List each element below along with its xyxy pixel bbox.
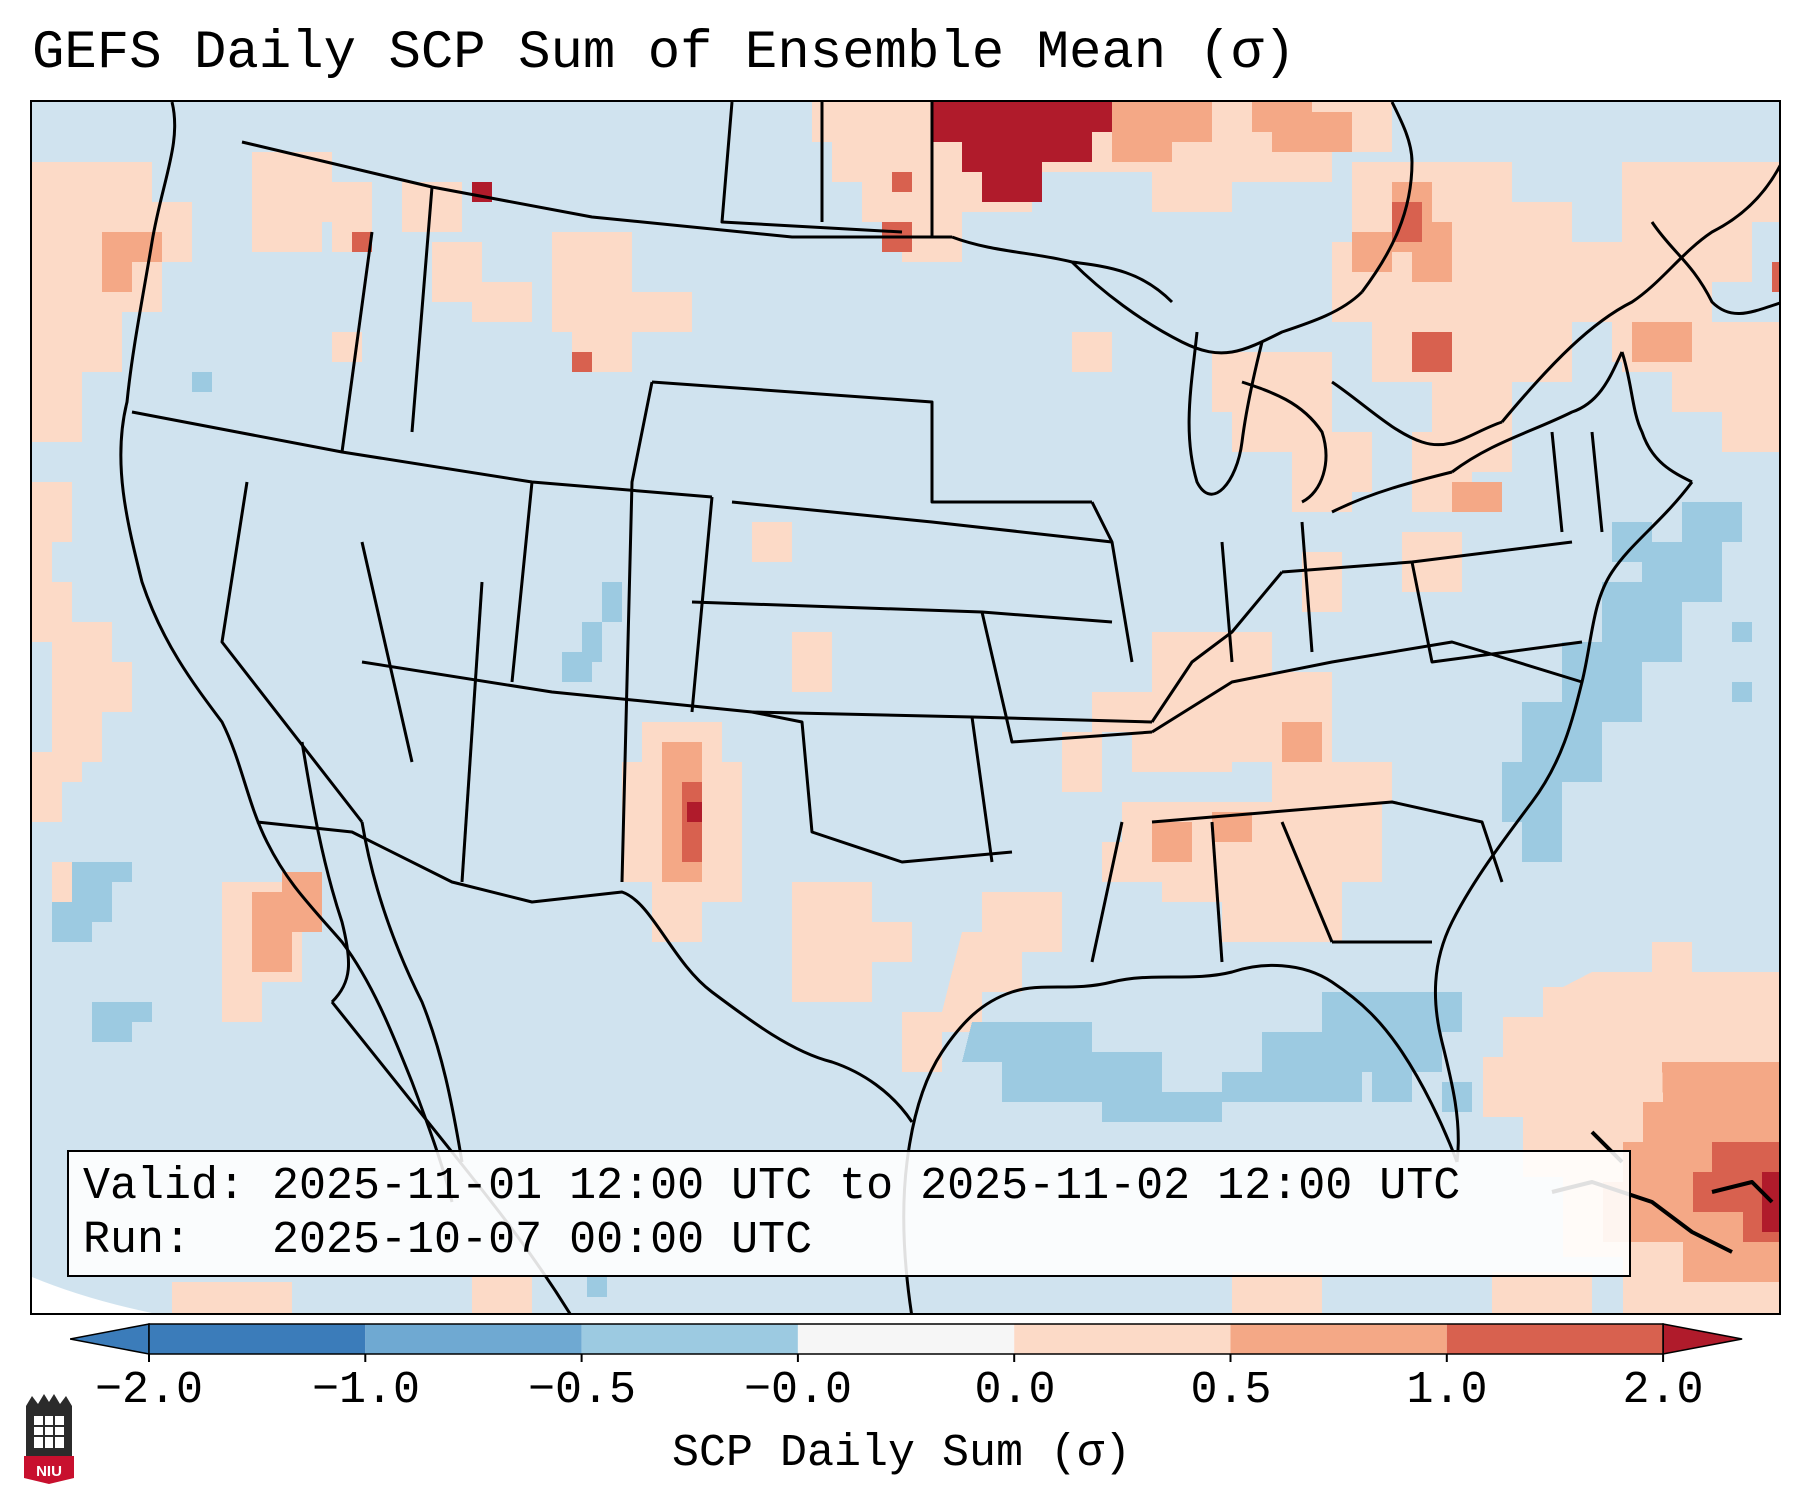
colorbar-tick: −2.0 <box>94 1365 204 1416</box>
colorbar-bin <box>797 1324 1015 1354</box>
colorbar-tick: 1.0 <box>1406 1365 1488 1416</box>
colorbar-outline <box>148 1323 1664 1355</box>
colorbar-extend-low <box>70 1323 150 1355</box>
colorbar-bin <box>1014 1324 1231 1354</box>
colorbar-tick: −0.5 <box>527 1365 637 1416</box>
run-time-line: Run: 2025-10-07 00:00 UTC <box>83 1215 813 1266</box>
colorbar-bin <box>365 1324 582 1354</box>
domain-edge-left <box>32 1277 152 1313</box>
colorbar-extend-high <box>1662 1323 1743 1355</box>
colorbar-tick: −1.0 <box>311 1365 421 1416</box>
colorbar-bin <box>581 1324 798 1354</box>
valid-time-line: Valid: 2025-11-01 12:00 UTC to 2025-11-0… <box>83 1161 1461 1212</box>
chart-title: GEFS Daily SCP Sum of Ensemble Mean (σ) <box>32 23 1296 84</box>
map-boundaries <box>119 102 1779 1313</box>
colorbar-segments <box>70 1323 1743 1362</box>
validity-info-box: Valid: 2025-11-01 12:00 UTC to 2025-11-0… <box>67 1150 1631 1277</box>
colorbar <box>70 1323 1743 1362</box>
colorbar-tick: −0.0 <box>743 1365 853 1416</box>
negative-anomaly-cells <box>52 372 1752 1297</box>
colorbar-label: SCP Daily Sum (σ) <box>671 1428 1132 1479</box>
scp-map <box>32 102 1779 1313</box>
colorbar-bin <box>1446 1324 1664 1354</box>
positive-anomaly-cells <box>32 102 1779 1313</box>
colorbar-tick: 2.0 <box>1622 1365 1704 1416</box>
logo-text: NIU <box>36 1463 62 1480</box>
niu-logo: NIU <box>24 1394 74 1484</box>
colorbar-bin <box>1230 1324 1447 1354</box>
colorbar-tick: 0.0 <box>974 1365 1056 1416</box>
map-panel <box>30 100 1781 1315</box>
colorbar-bin <box>149 1324 366 1354</box>
colorbar-tick: 0.5 <box>1190 1365 1272 1416</box>
